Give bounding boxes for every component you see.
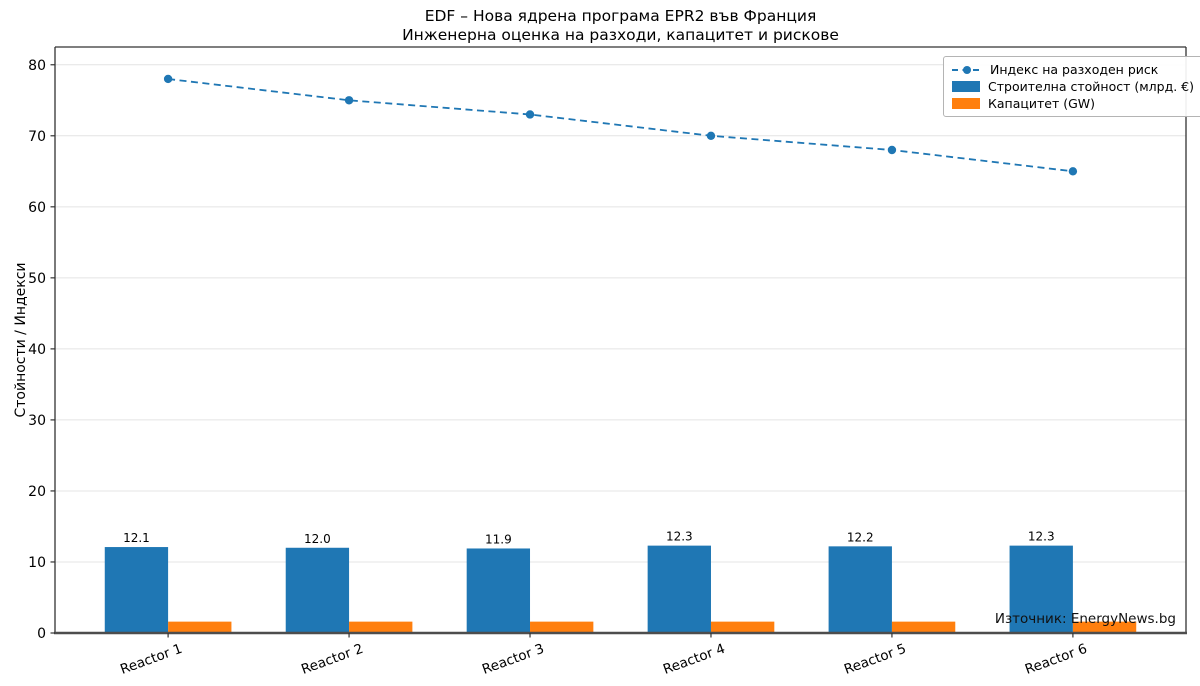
y-tick-label: 20: [28, 484, 46, 500]
x-tick-label: Reactor 6: [1023, 641, 1089, 678]
bar-value-label: 11.9: [485, 532, 512, 546]
chart-title: EDF – Нова ядрена програма EPR2 във Фран…: [424, 7, 817, 25]
risk-index-marker: [887, 145, 897, 155]
x-tick-label: Reactor 2: [299, 641, 365, 678]
bar-capacity: [891, 621, 956, 633]
risk-index-marker: [706, 131, 716, 140]
chart-title-block: EDF – Нова ядрена програма EPR2 във Фран…: [55, 7, 1186, 45]
bar-value-label: 12.1: [123, 531, 150, 545]
source-note: Източник: EnergyNews.bg: [994, 611, 1176, 627]
legend-label-capacity: Капацитет (GW): [988, 96, 1096, 111]
bar-construction-cost: [104, 547, 169, 633]
bar-value-label: 12.3: [666, 530, 693, 544]
orange-swatch-icon: [952, 98, 980, 109]
bar-value-label: 12.3: [1028, 530, 1055, 544]
y-tick-label: 50: [28, 271, 46, 287]
x-tick-label: Reactor 4: [661, 641, 727, 678]
y-tick-label: 0: [37, 626, 46, 642]
chart-subtitle: Инженерна оценка на разходи, капацитет и…: [402, 26, 839, 44]
y-tick-label: 10: [28, 555, 46, 571]
y-tick-label: 30: [28, 413, 46, 429]
risk-index-marker: [525, 110, 535, 119]
bar-value-label: 12.0: [304, 532, 331, 546]
bar-construction-cost: [828, 546, 892, 633]
legend: Индекс на разходен риск Строителна стойн…: [943, 56, 1200, 117]
bar-capacity: [530, 621, 594, 633]
y-tick-label: 40: [28, 342, 46, 358]
x-tick-label: Reactor 1: [118, 641, 184, 678]
bar-construction-cost: [1009, 545, 1073, 633]
dashed-line-marker-icon: [952, 65, 982, 74]
bar-construction-cost: [647, 545, 711, 633]
y-tick-label: 60: [28, 200, 46, 216]
bar-capacity: [1072, 621, 1137, 633]
y-axis-label: Стойности / Индекси: [13, 262, 29, 418]
legend-label-construction-cost: Строителна стойност (млрд. €): [988, 79, 1195, 94]
legend-item-construction-cost: Строителна стойност (млрд. €): [952, 79, 1194, 94]
bar-capacity: [168, 621, 232, 633]
risk-index-marker: [344, 96, 354, 105]
risk-index-marker: [163, 74, 173, 84]
blue-swatch-icon: [952, 81, 980, 92]
risk-index-line: [167, 78, 1074, 173]
y-tick-label: 80: [28, 58, 46, 74]
legend-item-capacity: Капацитет (GW): [952, 96, 1194, 111]
bar-construction-cost: [466, 548, 531, 633]
bar-capacity: [349, 621, 413, 633]
risk-index-marker: [1068, 167, 1078, 176]
legend-item-risk-index: Индекс на разходен риск: [952, 62, 1194, 77]
bar-capacity: [710, 621, 775, 633]
x-tick-label: Reactor 3: [480, 641, 546, 678]
bar-construction-cost: [285, 547, 350, 633]
legend-label-risk-index: Индекс на разходен риск: [990, 62, 1159, 77]
y-tick-label: 70: [28, 129, 46, 145]
x-tick-label: Reactor 5: [842, 641, 908, 678]
bar-value-label: 12.2: [847, 530, 874, 544]
